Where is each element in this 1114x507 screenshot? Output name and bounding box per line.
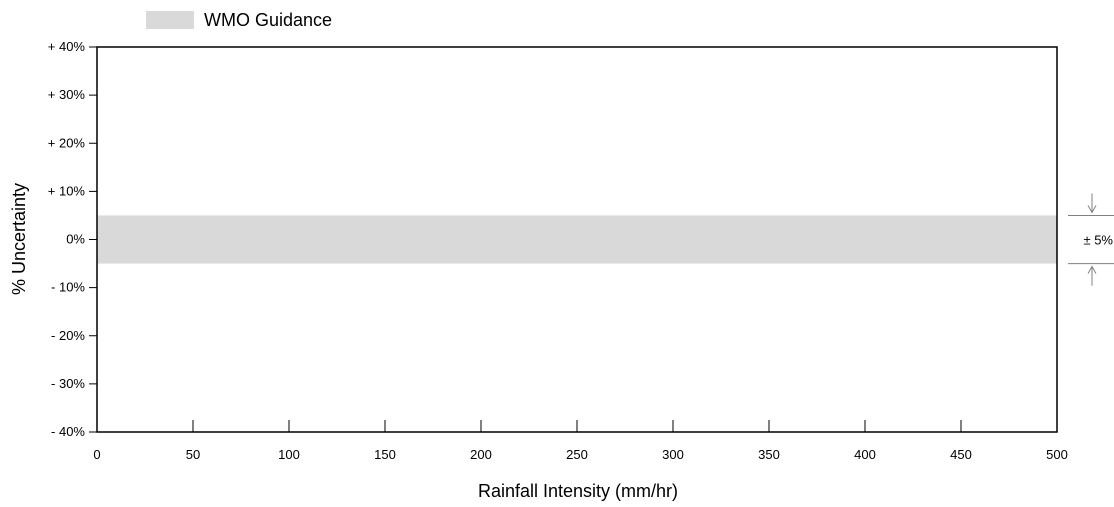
x-tick-label: 450 [950,447,972,462]
plot-frame [96,46,1058,433]
y-tick-label: + 30% [48,87,86,102]
x-tick-label: 300 [662,447,684,462]
y-tick-label: + 10% [48,183,86,198]
y-axis-title: % Uncertainty [9,183,29,295]
y-tick-label: + 40% [48,39,86,54]
wmo-guidance-band [97,215,1057,264]
x-tick-label: 100 [278,447,300,462]
y-tick-label: - 10% [51,280,85,295]
x-tick-label: 200 [470,447,492,462]
legend-swatch [146,11,194,29]
annotation-label: ± 5% [1083,233,1113,248]
x-tick-label: 250 [566,447,588,462]
legend-label: WMO Guidance [204,10,332,30]
x-tick-label: 0 [93,447,100,462]
arrow-down-icon [1087,205,1097,214]
x-tick-label: 350 [758,447,780,462]
x-axis-title: Rainfall Intensity (mm/hr) [478,481,678,501]
y-tick-label: - 30% [51,376,85,391]
x-tick-label: 400 [854,447,876,462]
y-tick-label: - 40% [51,424,85,439]
y-tick-label: - 20% [51,328,85,343]
legend: WMO Guidance [146,10,332,30]
y-tick-label: + 20% [48,135,86,150]
x-tick-label: 500 [1046,447,1068,462]
y-tick-label: 0% [66,232,85,247]
arrow-up-icon [1087,265,1097,274]
x-tick-label: 150 [374,447,396,462]
x-tick-label: 50 [186,447,200,462]
